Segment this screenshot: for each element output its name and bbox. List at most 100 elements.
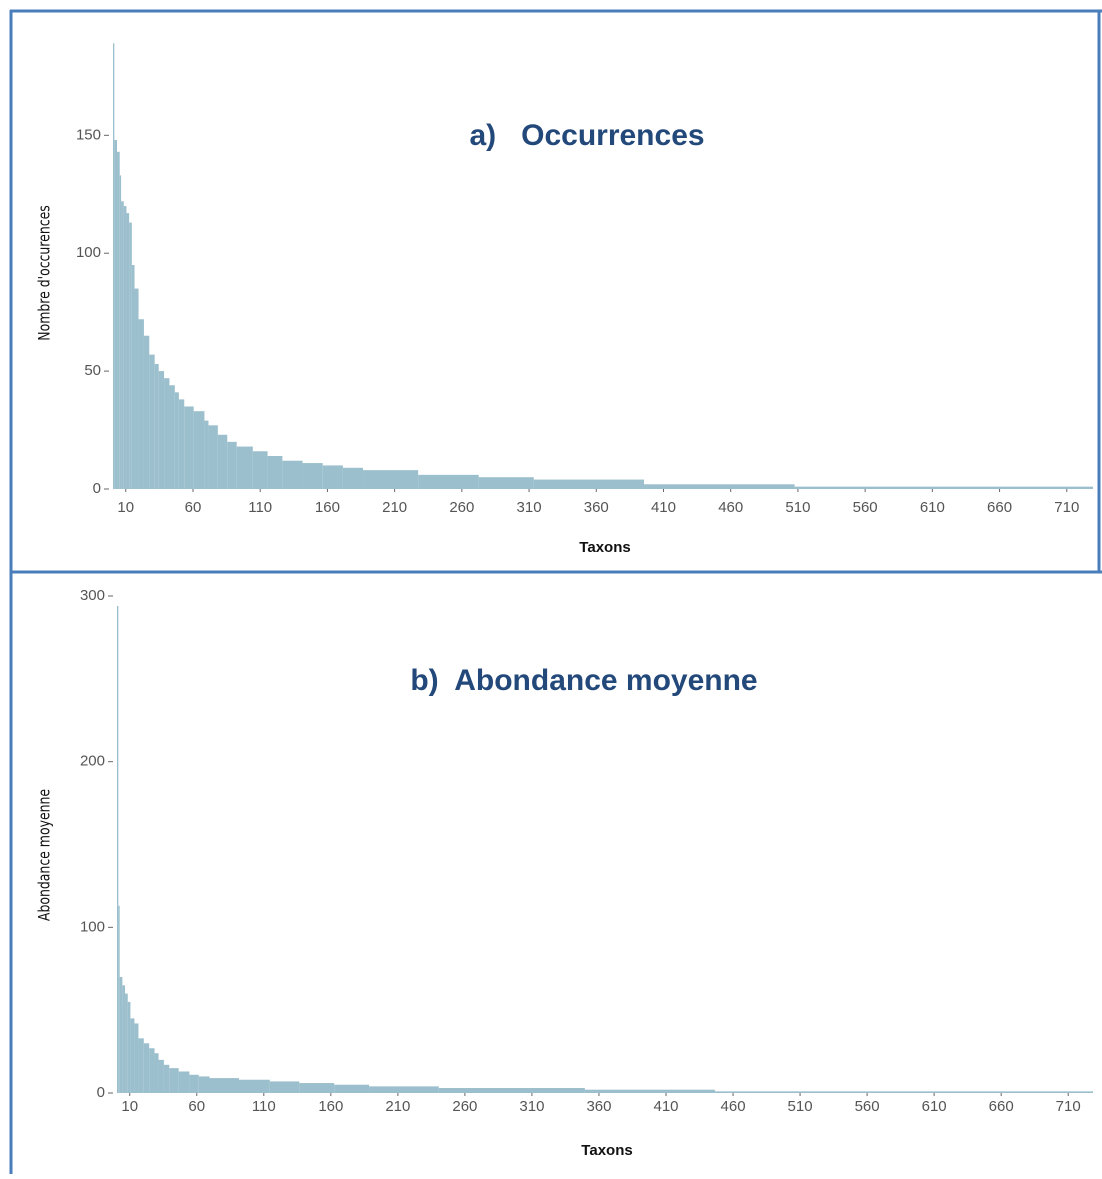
x-tick-label: 310: [519, 1098, 544, 1115]
bar-run: [149, 1048, 155, 1093]
bar-run: [438, 1088, 585, 1093]
bar-run: [126, 213, 130, 489]
bar-run: [478, 477, 534, 489]
x-axis-label: Taxons: [581, 1142, 632, 1159]
x-tick-label: 610: [920, 499, 945, 516]
bar-run: [217, 434, 228, 489]
bar-run: [123, 206, 127, 490]
x-tick-label: 360: [584, 499, 609, 516]
bar-run: [204, 420, 209, 489]
x-tick-label: 210: [385, 1098, 410, 1115]
bar-run: [158, 1059, 164, 1093]
bar-run: [143, 335, 150, 489]
x-tick-label: 410: [653, 1098, 678, 1115]
x-tick-label: 460: [718, 499, 743, 516]
x-tick-label: 710: [1056, 1098, 1081, 1115]
bar-run: [163, 1064, 170, 1093]
bar-run: [533, 479, 645, 489]
x-tick-label: 10: [117, 499, 134, 516]
bar-run: [794, 486, 1093, 489]
x-tick-label: 410: [651, 499, 676, 516]
bar-run: [302, 463, 323, 489]
bar-run: [644, 484, 795, 489]
x-tick-label: 510: [785, 499, 810, 516]
bar-run: [184, 406, 194, 489]
x-tick-label: 510: [788, 1098, 813, 1115]
bar-run: [118, 905, 120, 1093]
x-tick-label: 160: [315, 499, 340, 516]
bar-run: [134, 288, 139, 489]
bar-run: [158, 371, 165, 489]
bar-run: [178, 399, 185, 489]
bar-run: [334, 1084, 370, 1093]
bar-run: [149, 354, 155, 489]
bar-run: [299, 1083, 335, 1093]
x-tick-label: 360: [586, 1098, 611, 1115]
y-tick-label: 0: [93, 480, 101, 497]
x-axis-label: Taxons: [579, 539, 630, 556]
bar-run: [121, 201, 124, 489]
bar-run: [130, 1018, 135, 1093]
y-tick-label: 100: [80, 918, 105, 935]
x-tick-label: 110: [248, 499, 272, 516]
bar-run: [138, 1038, 144, 1093]
chart-title: a) Occurrences: [469, 119, 704, 152]
bar-run: [342, 467, 364, 489]
y-tick-label: 100: [76, 244, 101, 261]
y-tick-label: 300: [80, 587, 105, 604]
bar-run: [198, 1076, 210, 1093]
x-tick-label: 660: [987, 499, 1012, 516]
bar-run: [322, 465, 343, 489]
x-tick-label: 310: [517, 499, 542, 516]
x-tick-label: 160: [318, 1098, 343, 1115]
bar-run: [269, 1081, 300, 1093]
bar-run: [117, 605, 119, 1093]
bar-run: [119, 175, 122, 489]
x-tick-label: 660: [989, 1098, 1014, 1115]
chart-title: b) Abondance moyenne: [410, 664, 757, 697]
bar-run: [239, 1079, 270, 1093]
bar-run: [122, 985, 126, 1093]
x-tick-label: 260: [452, 1098, 477, 1115]
bar-run: [138, 319, 144, 489]
bar-run: [363, 470, 419, 489]
bar-run: [209, 1078, 239, 1093]
bar-run: [164, 378, 170, 489]
x-tick-label: 460: [721, 1098, 746, 1115]
bar-run: [154, 1053, 159, 1093]
x-tick-label: 710: [1054, 499, 1079, 516]
bar-run: [189, 1074, 199, 1093]
bar-run: [227, 441, 237, 489]
bar-run: [119, 977, 123, 1093]
y-tick-label: 0: [97, 1084, 105, 1101]
x-tick-label: 210: [382, 499, 407, 516]
bar-run: [117, 151, 120, 490]
y-tick-label: 50: [84, 362, 101, 379]
x-tick-label: 560: [853, 499, 878, 516]
x-tick-label: 60: [185, 499, 202, 516]
bar-run: [125, 993, 128, 1093]
x-tick-label: 610: [922, 1098, 947, 1115]
bar-run: [178, 1071, 190, 1093]
bar-run: [134, 1023, 139, 1093]
bar-run: [714, 1091, 1093, 1093]
bar-run: [131, 265, 135, 489]
x-tick-label: 60: [188, 1098, 205, 1115]
bar-run: [282, 460, 303, 489]
x-tick-label: 10: [121, 1098, 138, 1115]
y-tick-label: 200: [80, 753, 105, 770]
y-axis-label: Nombre d'occurences: [36, 205, 54, 340]
bar-run: [169, 385, 175, 489]
bar-run: [154, 364, 159, 489]
bar-run: [208, 425, 218, 489]
y-tick-label: 150: [76, 126, 101, 143]
x-tick-label: 110: [252, 1098, 276, 1115]
bar-run: [113, 43, 115, 489]
bar-run: [236, 446, 253, 489]
y-axis-label: Abondance moyenne: [36, 789, 54, 921]
bar-run: [114, 140, 118, 489]
bar-run: [169, 1068, 179, 1093]
x-tick-label: 560: [855, 1098, 880, 1115]
